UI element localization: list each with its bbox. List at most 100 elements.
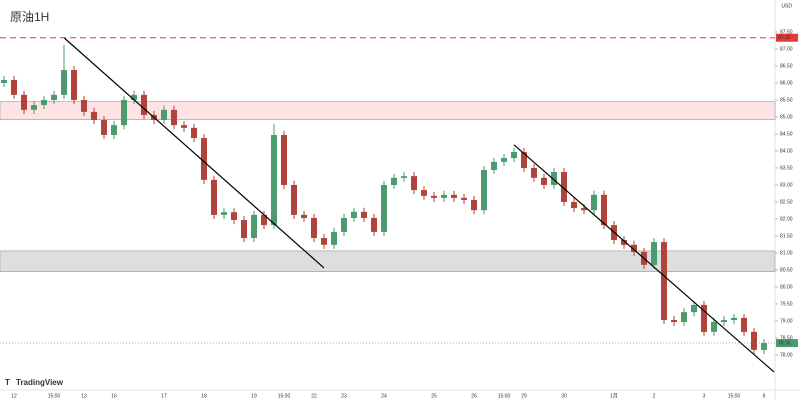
candle-body xyxy=(691,304,697,313)
candle-body xyxy=(331,231,337,245)
candle-body xyxy=(631,244,637,252)
candle-body xyxy=(721,319,727,322)
candle-body xyxy=(261,214,267,226)
candle-body xyxy=(531,167,537,178)
y-tick-label: 82.50 xyxy=(780,199,793,205)
candle-body xyxy=(731,317,737,320)
candle-body xyxy=(121,99,127,126)
candle-body xyxy=(271,134,277,226)
y-tick-label: 78.50 xyxy=(780,335,793,341)
candle-body xyxy=(571,201,577,209)
candle-body xyxy=(751,331,757,350)
y-tick-label: 79.50 xyxy=(780,301,793,307)
candle-body xyxy=(591,194,597,211)
chart-title: 原油1H xyxy=(10,10,49,24)
y-tick-label: 85.50 xyxy=(780,97,793,103)
candle-body xyxy=(171,109,177,126)
x-tick-label: 3 xyxy=(703,393,706,399)
candle-body xyxy=(101,120,107,135)
candle-body xyxy=(131,94,137,100)
x-tick-label: 1月 xyxy=(610,393,618,399)
y-tick-label: 83.50 xyxy=(780,165,793,171)
candle-body xyxy=(281,134,287,185)
candle-body xyxy=(451,194,457,198)
candle-body xyxy=(701,304,707,332)
candle-body xyxy=(71,70,77,100)
candle-body xyxy=(551,172,557,185)
currency: USD xyxy=(781,3,792,9)
candle-body xyxy=(411,176,417,191)
y-tick-label: 85.00 xyxy=(780,114,793,120)
candle-body xyxy=(431,195,437,198)
candle-body xyxy=(621,240,627,245)
level-label: 87.33 xyxy=(778,35,791,41)
candle-body xyxy=(41,99,47,106)
candle-body xyxy=(471,199,477,211)
candle-body xyxy=(461,197,467,200)
candle-body xyxy=(681,312,687,322)
candle-body xyxy=(191,127,197,139)
x-tick-label: 19 xyxy=(251,393,257,399)
candle-body xyxy=(161,109,167,121)
trendline xyxy=(63,37,325,269)
candle-body xyxy=(141,94,147,115)
candle-body xyxy=(291,184,297,215)
candle-body xyxy=(211,179,217,215)
candle-body xyxy=(311,217,317,239)
marks xyxy=(1,37,775,373)
candle-body xyxy=(361,211,367,218)
candle-body xyxy=(341,217,347,232)
candle-body xyxy=(521,151,527,168)
candle-body xyxy=(581,208,587,211)
candle-body xyxy=(761,343,767,350)
x-tick-label: 15:00 xyxy=(498,393,511,399)
candle-body xyxy=(671,319,677,322)
candle-body xyxy=(91,111,97,121)
y-tick-label: 84.50 xyxy=(780,131,793,137)
candle-body xyxy=(561,172,567,202)
candle-body xyxy=(501,158,507,162)
candle-body xyxy=(441,194,447,198)
candle-body xyxy=(741,317,747,332)
trendline xyxy=(513,144,775,373)
brand: TradingView xyxy=(16,378,64,387)
y-tick-label: 80.50 xyxy=(780,267,793,273)
x-tick-label: 29 xyxy=(521,393,527,399)
x-tick-label: 15:00 xyxy=(278,393,291,399)
x-tick-label: 24 xyxy=(381,393,387,399)
y-tick-label: 87.00 xyxy=(780,46,793,52)
candle-body xyxy=(491,161,497,171)
candle-body xyxy=(251,214,257,239)
y-tick-label: 86.50 xyxy=(780,63,793,69)
x-tick-label: 16 xyxy=(111,393,117,399)
zone xyxy=(0,250,776,272)
x-tick-label: 22 xyxy=(311,393,317,399)
x-tick-label: 15:00 xyxy=(728,393,741,399)
candle-body xyxy=(11,79,17,95)
candle-body xyxy=(711,321,717,332)
candle-body xyxy=(61,70,67,95)
last-price-label: 78.35 xyxy=(778,340,791,346)
y-tick-label: 87.50 xyxy=(780,29,793,35)
x-tick-label: 6 xyxy=(763,393,766,399)
x-tick-label: 18 xyxy=(201,393,207,399)
candle-body xyxy=(661,242,667,320)
candle-body xyxy=(351,211,357,218)
candle-body xyxy=(401,176,407,178)
x-tick-label: 2 xyxy=(653,393,656,399)
candle-body xyxy=(321,238,327,245)
x-tick-label: 25 xyxy=(431,393,437,399)
candle-body xyxy=(391,177,397,185)
y-tick-label: 84.00 xyxy=(780,148,793,154)
candle-body xyxy=(371,217,377,232)
candle-body xyxy=(481,170,487,211)
candle-body xyxy=(21,94,27,110)
candle-body xyxy=(651,242,657,265)
x-tick-label: 15:00 xyxy=(48,393,61,399)
candle-body xyxy=(511,151,517,159)
y-tick-label: 83.00 xyxy=(780,182,793,188)
x-tick-label: 13 xyxy=(81,393,87,399)
x-tick-label: 17 xyxy=(161,393,167,399)
